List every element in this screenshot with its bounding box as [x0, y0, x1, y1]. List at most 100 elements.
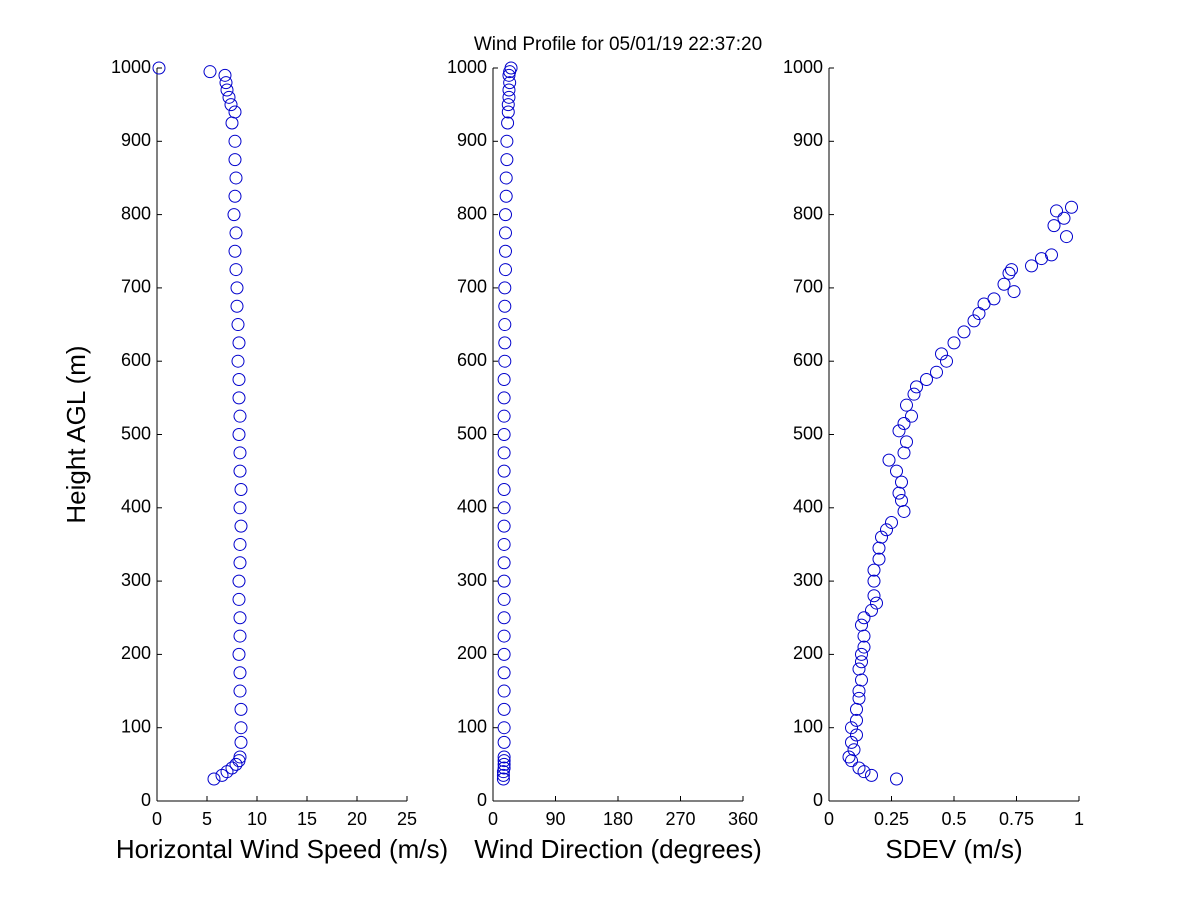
- y-tick-label: 700: [793, 277, 823, 297]
- point: [892, 486, 906, 500]
- point: [895, 493, 908, 507]
- point: [234, 519, 248, 533]
- point: [497, 666, 511, 680]
- point: [229, 226, 243, 240]
- point: [498, 336, 512, 350]
- point: [865, 603, 878, 617]
- x-tick-label: 1: [1074, 809, 1084, 829]
- point: [882, 453, 896, 467]
- point: [935, 347, 948, 361]
- point: [842, 750, 856, 764]
- point: [497, 735, 511, 749]
- point: [920, 373, 933, 387]
- point: [499, 189, 513, 203]
- point: [499, 208, 512, 222]
- point: [232, 336, 246, 350]
- point: [229, 263, 243, 277]
- x-tick-label: 0.75: [999, 809, 1034, 829]
- point: [497, 537, 511, 551]
- point: [233, 750, 247, 764]
- y-tick-label: 0: [141, 790, 151, 810]
- point: [497, 501, 511, 515]
- y-tick-label: 800: [457, 203, 487, 223]
- point: [497, 761, 511, 775]
- point: [497, 556, 511, 570]
- point: [501, 105, 515, 119]
- point: [872, 541, 886, 555]
- y-tick-label: 800: [793, 203, 823, 223]
- point: [497, 464, 511, 478]
- point: [497, 702, 511, 716]
- point: [890, 772, 903, 786]
- point: [220, 83, 234, 97]
- point: [1057, 211, 1071, 225]
- point: [957, 325, 971, 339]
- y-tick-label: 600: [121, 350, 151, 370]
- y-tick-label: 0: [477, 790, 487, 810]
- point: [232, 391, 246, 405]
- point: [852, 684, 866, 698]
- point: [233, 537, 247, 551]
- point: [498, 354, 512, 368]
- point: [850, 713, 863, 727]
- point: [232, 592, 246, 606]
- point: [233, 556, 247, 570]
- point: [865, 768, 878, 782]
- point: [228, 153, 242, 167]
- point: [997, 277, 1011, 291]
- point: [231, 354, 245, 368]
- x-tick-label: 0: [824, 809, 834, 829]
- point: [497, 409, 511, 423]
- y-tick-label: 300: [793, 570, 823, 590]
- point: [499, 226, 512, 240]
- y-tick-label: 700: [457, 277, 487, 297]
- y-axis-label: Height AGL (m): [61, 345, 91, 523]
- point: [850, 702, 863, 716]
- point: [499, 171, 513, 185]
- point: [907, 387, 921, 401]
- y-tick-label: 900: [121, 130, 151, 150]
- y-tick-label: 200: [793, 643, 823, 663]
- x-tick-label: 0: [152, 809, 162, 829]
- point: [497, 446, 511, 460]
- point: [501, 98, 515, 112]
- point: [234, 735, 248, 749]
- point: [1060, 230, 1073, 244]
- y-tick-label: 1000: [447, 57, 487, 77]
- point: [905, 409, 918, 423]
- point: [497, 754, 511, 768]
- x-tick-label: 180: [603, 809, 633, 829]
- y-tick-label: 100: [121, 716, 151, 736]
- point: [847, 743, 861, 757]
- point: [497, 592, 511, 606]
- x-tick-label: 0.25: [874, 809, 909, 829]
- point: [497, 574, 511, 588]
- y-tick-label: 600: [457, 350, 487, 370]
- point: [225, 761, 239, 775]
- point: [225, 116, 239, 130]
- point: [497, 391, 511, 405]
- point: [867, 563, 881, 577]
- y-tick-label: 400: [121, 497, 151, 517]
- x-tick-label: 0.5: [941, 809, 966, 829]
- y-tick-label: 900: [793, 130, 823, 150]
- point: [207, 772, 221, 786]
- point: [498, 281, 512, 295]
- x-tick-label: 0: [488, 809, 498, 829]
- point: [504, 61, 518, 75]
- point: [1035, 252, 1048, 266]
- point: [499, 244, 512, 258]
- point: [228, 105, 242, 119]
- point: [224, 98, 238, 112]
- x-tick-label: 10: [247, 809, 267, 829]
- point: [900, 398, 913, 412]
- point: [872, 552, 886, 566]
- point: [500, 134, 514, 148]
- point: [228, 134, 242, 148]
- y-tick-label: 600: [793, 350, 823, 370]
- point: [910, 380, 923, 394]
- point: [845, 735, 858, 749]
- y-tick-label: 1000: [111, 57, 151, 77]
- point: [940, 354, 953, 368]
